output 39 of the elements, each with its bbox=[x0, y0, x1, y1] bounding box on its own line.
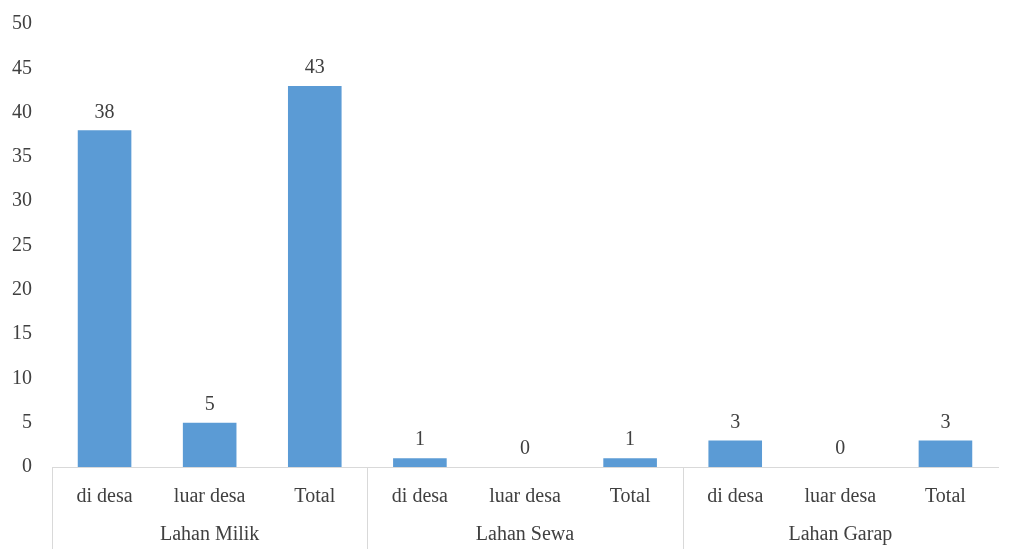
text: Lahan Milik bbox=[159, 522, 260, 545]
bar bbox=[393, 458, 447, 467]
x-tick-label: Total bbox=[925, 484, 967, 507]
data-label: 0 bbox=[835, 436, 846, 459]
bar bbox=[603, 458, 657, 467]
data-label: 3 bbox=[730, 409, 741, 432]
bar bbox=[182, 422, 237, 467]
data-label: 3 bbox=[940, 409, 951, 432]
y-tick-label: 20 bbox=[12, 277, 32, 300]
data-label: 38 bbox=[94, 99, 115, 122]
y-tick-label: 30 bbox=[12, 188, 32, 211]
y-tick-label: 5 bbox=[22, 409, 32, 432]
x-tick-label: luar desa bbox=[804, 484, 877, 507]
y-tick-label: 40 bbox=[12, 99, 32, 122]
x-tick-label: luar desa bbox=[489, 484, 561, 507]
x-tick-label: Total bbox=[294, 484, 336, 507]
y-tick-label: 10 bbox=[12, 365, 32, 388]
x-tick-label: di desa bbox=[76, 484, 133, 507]
bar bbox=[708, 440, 763, 467]
y-tick-label: 45 bbox=[12, 55, 32, 78]
data-label: 0 bbox=[520, 436, 530, 459]
text: Lahan Garap bbox=[788, 522, 893, 546]
x-tick-label: di desa bbox=[391, 484, 449, 507]
data-label: 1 bbox=[414, 427, 425, 450]
bar bbox=[77, 130, 132, 467]
y-tick-label: 25 bbox=[12, 232, 32, 255]
y-tick-label: 15 bbox=[12, 321, 32, 344]
bar bbox=[918, 440, 973, 467]
y-tick-label: 50 bbox=[12, 11, 32, 34]
x-tick-label: di desa bbox=[707, 484, 764, 507]
x-tick-label: Total bbox=[609, 484, 651, 507]
text: Lahan Sewa bbox=[475, 522, 575, 545]
x-tick-label: luar desa bbox=[173, 484, 246, 507]
y-tick-label: 0 bbox=[22, 454, 32, 477]
y-tick-label: 35 bbox=[12, 144, 32, 167]
bar bbox=[287, 86, 342, 467]
data-label: 5 bbox=[204, 391, 215, 414]
data-label: 1 bbox=[625, 427, 636, 450]
data-label: 43 bbox=[304, 55, 325, 78]
